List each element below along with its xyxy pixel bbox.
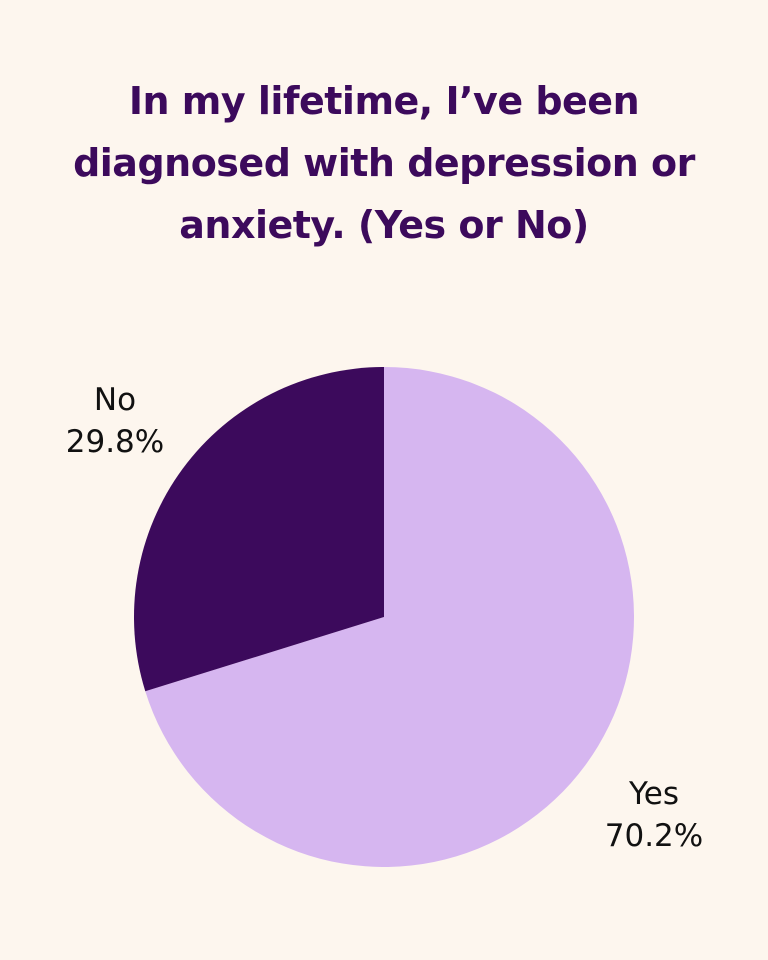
slice-value-yes: 70.2% [605,818,703,854]
pie-slice-no [133,366,384,692]
pie-slices [133,366,634,867]
pie-slice-yes [145,367,634,867]
slice-label-yes: Yes [628,776,679,812]
chart-title-line-2: diagnosed with depression or [73,141,695,185]
chart-title-line-1: In my lifetime, I’ve been [128,79,640,123]
slice-label-no: No [94,382,136,418]
slice-value-no: 29.8% [66,424,164,460]
pie-labels: Yes 70.2% No 29.8% [66,382,703,854]
chart-title: In my lifetime, I’ve been diagnosed with… [40,70,728,256]
chart-title-line-3: anxiety. (Yes or No) [179,203,589,247]
